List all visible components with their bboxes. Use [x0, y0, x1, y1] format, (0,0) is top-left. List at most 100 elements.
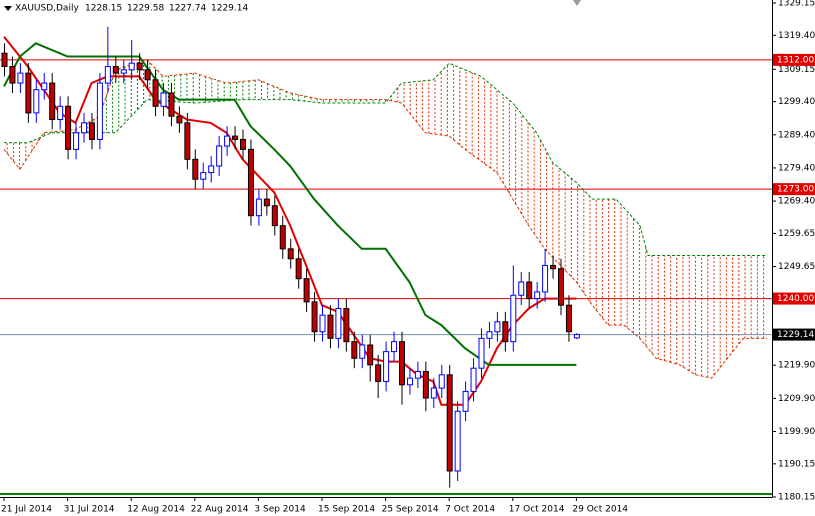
candle-body — [144, 69, 151, 81]
y-tick-label: 1249.65 — [778, 262, 815, 272]
candle-body — [446, 374, 453, 472]
header-value: 1229.14 — [211, 4, 248, 14]
candle-body — [399, 341, 405, 386]
y-tick-label: 1289.40 — [778, 130, 815, 140]
y-tick-label: 1180.15 — [778, 493, 815, 503]
chart-title: XAUUSD,Daily — [15, 4, 79, 14]
level-label-box — [773, 183, 815, 196]
price-label-box — [773, 328, 815, 341]
y-tick-label: 1219.90 — [778, 361, 815, 371]
candle-body — [136, 62, 143, 71]
candle-body — [367, 344, 374, 366]
candle-body — [208, 165, 215, 174]
candle-body — [478, 337, 485, 369]
candle-body — [486, 331, 493, 339]
header-value: 1227.74 — [169, 4, 206, 14]
candle-body — [279, 225, 286, 250]
candle-body — [375, 364, 382, 382]
candle-body — [542, 264, 549, 293]
candle-body — [526, 281, 533, 300]
candle-body — [573, 334, 580, 339]
x-tick-label: 3 Sep 2014 — [254, 505, 306, 515]
candle-body — [81, 122, 87, 134]
candle-body — [414, 371, 421, 379]
candle-body — [359, 344, 366, 359]
x-tick-label: 31 Jul 2014 — [64, 505, 115, 515]
level-label: 1240.00 — [777, 294, 814, 304]
candle-body — [232, 135, 239, 140]
y-tick-label: 1299.40 — [778, 97, 815, 107]
x-tick-label: 25 Sep 2014 — [382, 505, 439, 515]
x-tick-label: 17 Oct 2014 — [509, 505, 565, 515]
candle-body — [216, 145, 223, 167]
header-value: 1229.58 — [127, 4, 164, 14]
candle-body — [406, 377, 413, 386]
candle-body — [88, 122, 95, 140]
candle-body — [502, 321, 509, 343]
x-tick-label: 12 Aug 2014 — [127, 505, 185, 515]
candle-body — [343, 308, 350, 343]
y-tick-label: 1199.90 — [778, 427, 815, 437]
candle-body — [152, 79, 159, 107]
candle-body — [57, 105, 64, 121]
shift-marker — [573, 0, 581, 6]
menu-arrow — [4, 6, 12, 11]
candle-body — [200, 172, 207, 180]
series-line — [4, 62, 768, 256]
y-tick-label: 1209.90 — [778, 394, 815, 404]
x-tick-label: 7 Oct 2014 — [445, 505, 495, 515]
candle-body — [49, 82, 56, 121]
candle-body — [255, 198, 262, 217]
candle-body — [550, 264, 557, 270]
candle-body — [311, 301, 318, 333]
candle-body — [240, 138, 246, 150]
candle-body — [120, 69, 127, 74]
candle-body — [1, 52, 8, 67]
series-line — [3, 42, 577, 366]
y-tick-label: 1190.15 — [778, 459, 815, 469]
candle-body — [192, 158, 199, 180]
candle-body — [96, 82, 103, 140]
y-tick-label: 1269.40 — [778, 197, 815, 207]
candle-body — [430, 387, 437, 399]
x-tick-label: 29 Oct 2014 — [572, 505, 628, 515]
candle-body — [128, 62, 135, 71]
candle-body — [534, 291, 541, 300]
candle-body — [41, 82, 48, 91]
candle-body — [271, 205, 278, 227]
candle-body — [176, 115, 183, 124]
y-tick-label: 1259.65 — [778, 229, 815, 239]
candle-body — [494, 321, 501, 333]
candle-body — [184, 122, 191, 160]
candle-body — [462, 390, 469, 412]
candle-body — [422, 371, 429, 399]
candle-body — [335, 308, 342, 339]
candle-body — [295, 258, 302, 280]
candle-body — [104, 65, 111, 84]
candle-body — [319, 314, 326, 333]
candle-body — [470, 367, 477, 392]
level-label-box — [773, 292, 815, 305]
x-tick-label: 21 Jul 2014 — [1, 505, 52, 515]
y-tick-label: 1319.40 — [778, 31, 815, 41]
candle-body — [25, 72, 32, 114]
candle-body — [287, 248, 294, 260]
y-tick-label: 1279.40 — [778, 163, 815, 173]
header-value: 1228.15 — [85, 4, 122, 14]
candle-body — [454, 410, 461, 472]
price-label: 1229.14 — [777, 330, 814, 340]
y-tick-label: 1329.15 — [778, 0, 815, 9]
candle-body — [565, 304, 572, 333]
candle-body — [33, 89, 40, 114]
series-line — [3, 59, 768, 379]
candle-body — [518, 281, 525, 296]
candle-body — [327, 314, 334, 339]
candle-body — [112, 65, 119, 74]
candle-body — [351, 341, 358, 359]
y-tick-label: 1309.15 — [778, 65, 815, 75]
candle-body — [303, 278, 310, 303]
candle-body — [391, 341, 398, 353]
candle-body — [383, 351, 390, 382]
